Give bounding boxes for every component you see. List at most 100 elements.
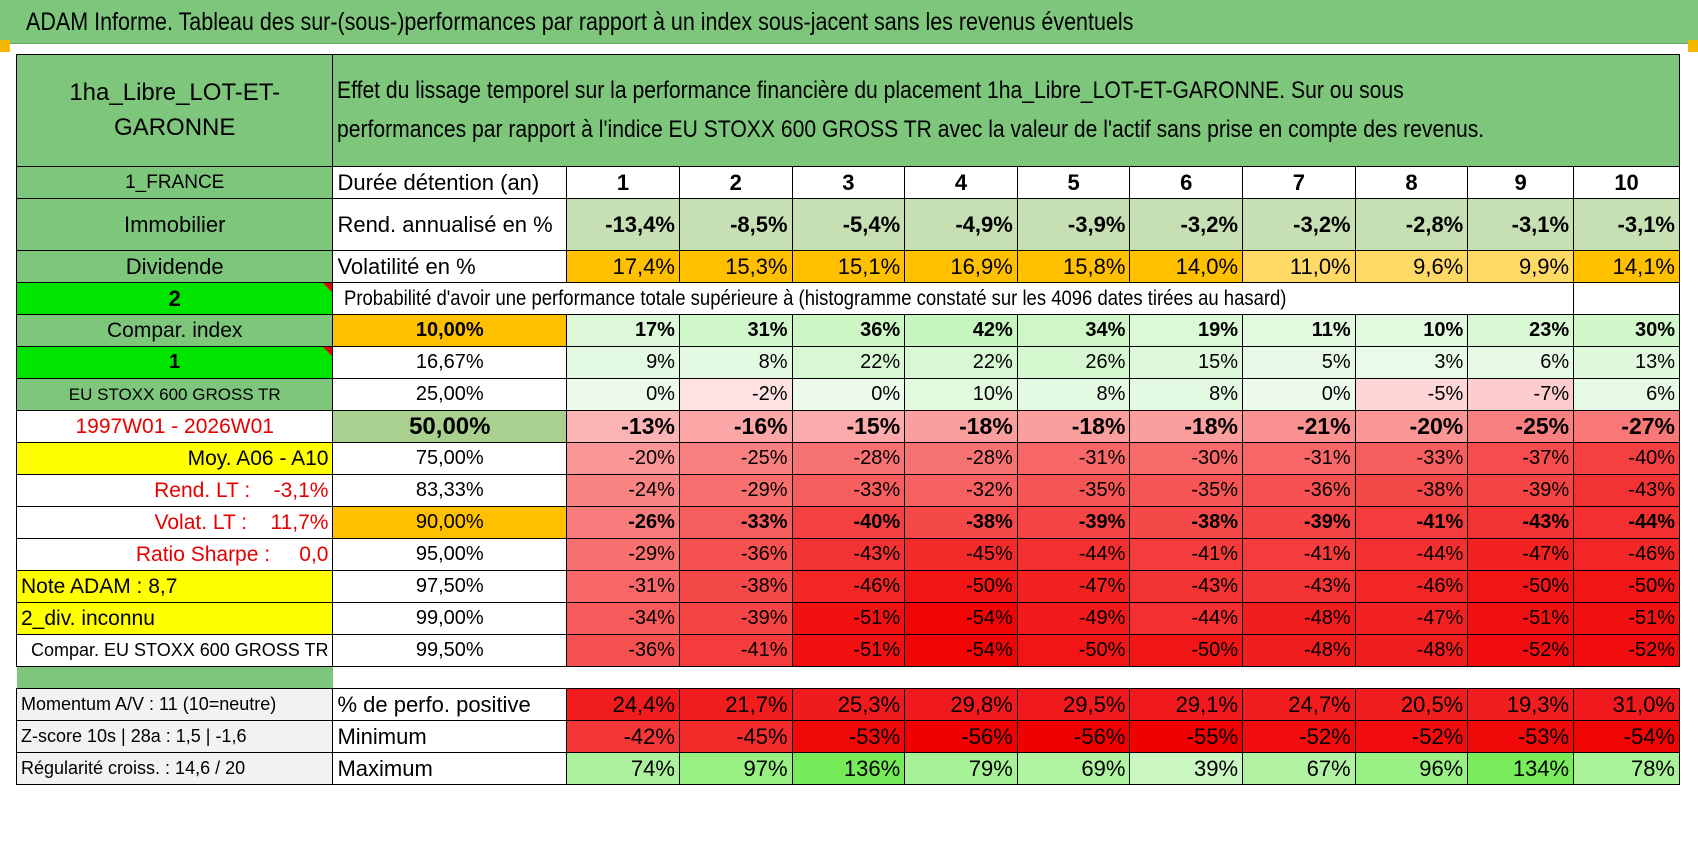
prob-label: Probabilité d'avoir une performance tota… <box>337 287 1286 311</box>
quantile-value-cell: -40% <box>1574 443 1680 475</box>
quantile-value-cell: -18% <box>1130 411 1243 443</box>
quantile-value-cell: -46% <box>1574 539 1680 571</box>
sidebar-compar-label: Compar. index <box>17 315 333 347</box>
quantile-value-cell: -38% <box>905 507 1018 539</box>
summary-value-cell: 78% <box>1574 753 1680 785</box>
duration-cell: 4 <box>905 167 1018 199</box>
quantile-value-cell: -51% <box>1468 603 1574 635</box>
quantile-cell: 83,33% <box>333 475 567 507</box>
quantile-value-cell: -51% <box>792 603 905 635</box>
quantile-value-cell: -30% <box>1130 443 1243 475</box>
quantile-row: EU STOXX 600 GROSS TR 25,00% 0% -2% 0% 10% 8% 8… <box>17 379 1680 411</box>
rend-cell: -3,2% <box>1243 199 1356 251</box>
quantile-value-cell: 15% <box>1130 347 1243 379</box>
summary-value-cell: 29,5% <box>1017 689 1130 721</box>
duration-cell: 6 <box>1130 167 1243 199</box>
quantile-value-cell: -47% <box>1355 603 1468 635</box>
quantile-value-cell: -29% <box>567 539 680 571</box>
summary-value-cell: 134% <box>1468 753 1574 785</box>
quantile-value-cell: -21% <box>1243 411 1356 443</box>
quantile-value-cell: -18% <box>1017 411 1130 443</box>
quantile-value-cell: -13% <box>567 411 680 443</box>
sidebar-index-name: EU STOXX 600 GROSS TR <box>17 379 333 411</box>
quantile-row: Ratio Sharpe : 0,0 95,00% -29% -36% -43% -45%… <box>17 539 1680 571</box>
quantile-value-cell: 23% <box>1468 315 1574 347</box>
quantile-value-cell: 13% <box>1574 347 1680 379</box>
summary-value-cell: 20,5% <box>1355 689 1468 721</box>
quantile-value-cell: -38% <box>1355 475 1468 507</box>
quantile-value-cell: -43% <box>792 539 905 571</box>
summary-value-cell: 69% <box>1017 753 1130 785</box>
quantile-value-cell: -35% <box>1017 475 1130 507</box>
summary-value-cell: 24,7% <box>1243 689 1356 721</box>
header-row: 1ha_Libre_LOT-ET-GARONNE Effet du lissag… <box>17 55 1680 167</box>
quantile-value-cell: -31% <box>1243 443 1356 475</box>
duration-cell: 8 <box>1355 167 1468 199</box>
quantile-value-cell: -39% <box>1468 475 1574 507</box>
quantile-value-cell: 30% <box>1574 315 1680 347</box>
quantile-value-cell: -36% <box>567 635 680 667</box>
summary-value-cell: 97% <box>679 753 792 785</box>
performance-table-sheet: 1ha_Libre_LOT-ET-GARONNE Effet du lissag… <box>16 54 1680 785</box>
duration-label: Durée détention (an) <box>333 167 567 199</box>
summary-value-cell: 21,7% <box>679 689 792 721</box>
sidebar-div: 2_div. inconnu <box>17 603 333 635</box>
duration-cell: 7 <box>1243 167 1356 199</box>
quantile-value-cell: -43% <box>1130 571 1243 603</box>
quantile-value-cell: -44% <box>1017 539 1130 571</box>
quantile-value-cell: -50% <box>1130 635 1243 667</box>
quantile-value-cell: 26% <box>1017 347 1130 379</box>
quantile-row: Compar. index 10,00% 17% 31% 36% 42% 34% 19% 11%… <box>17 315 1680 347</box>
quantile-value-cell: -33% <box>679 507 792 539</box>
quantile-value-cell: -32% <box>905 475 1018 507</box>
quantile-cell: 25,00% <box>333 379 567 411</box>
quantile-value-cell: 9% <box>567 347 680 379</box>
summary-label: % de perfo. positive <box>333 689 567 721</box>
quantile-value-cell: -20% <box>1355 411 1468 443</box>
quantile-value-cell: -25% <box>679 443 792 475</box>
summary-value-cell: 39% <box>1130 753 1243 785</box>
vol-cell: 17,4% <box>567 251 680 283</box>
rend-cell: -8,5% <box>679 199 792 251</box>
rend-label: Rend. annualisé en % <box>333 199 567 251</box>
rend-cell: -4,9% <box>905 199 1018 251</box>
quantile-value-cell: -36% <box>1243 475 1356 507</box>
summary-value-cell: 31,0% <box>1574 689 1680 721</box>
summary-row: Momentum A/V : 11 (10=neutre)% de perfo.… <box>17 689 1680 721</box>
summary-value-cell: -42% <box>567 721 680 753</box>
quantile-value-cell: 22% <box>792 347 905 379</box>
duration-cell: 3 <box>792 167 905 199</box>
vol-cell: 15,8% <box>1017 251 1130 283</box>
quantile-value-cell: 42% <box>905 315 1018 347</box>
summary-value-cell: -45% <box>679 721 792 753</box>
quantile-value-cell: -50% <box>1574 571 1680 603</box>
quantile-cell: 99,50% <box>333 635 567 667</box>
sidebar-rend-lt: Rend. LT : -3,1% <box>17 475 333 507</box>
report-title: ADAM Informe. Tableau des sur-(sous-)per… <box>26 8 1133 37</box>
country-cell: 1_FRANCE <box>17 167 333 199</box>
quantile-value-cell: -24% <box>567 475 680 507</box>
quantile-cell: 16,67% <box>333 347 567 379</box>
quantile-value-cell: -41% <box>1355 507 1468 539</box>
sidebar-flag2: 1 <box>17 347 333 379</box>
quantile-value-cell: 5% <box>1243 347 1356 379</box>
corner-marker-right <box>1688 40 1698 52</box>
quantile-value-cell: -33% <box>1355 443 1468 475</box>
prob-label-cell: Probabilité d'avoir une performance tota… <box>333 283 1468 315</box>
quantile-value-cell: -52% <box>1468 635 1574 667</box>
quantile-value-cell: -15% <box>792 411 905 443</box>
quantile-value-cell: 8% <box>1017 379 1130 411</box>
report-title-bar: ADAM Informe. Tableau des sur-(sous-)per… <box>0 0 1698 44</box>
sidebar-compar-full: Compar. EU STOXX 600 GROSS TR <box>17 635 333 667</box>
type-cell: Dividende <box>17 251 333 283</box>
summary-value-cell: -53% <box>1468 721 1574 753</box>
rend-cell: -2,8% <box>1355 199 1468 251</box>
quantile-value-cell: -51% <box>1574 603 1680 635</box>
quantile-value-cell: 34% <box>1017 315 1130 347</box>
quantile-value-cell: 10% <box>1355 315 1468 347</box>
quantile-value-cell: -50% <box>905 571 1018 603</box>
vol-cell: 9,6% <box>1355 251 1468 283</box>
sidebar-moy: Moy. A06 - A10 <box>17 443 333 475</box>
quantile-value-cell: -34% <box>567 603 680 635</box>
vol-cell: 11,0% <box>1243 251 1356 283</box>
